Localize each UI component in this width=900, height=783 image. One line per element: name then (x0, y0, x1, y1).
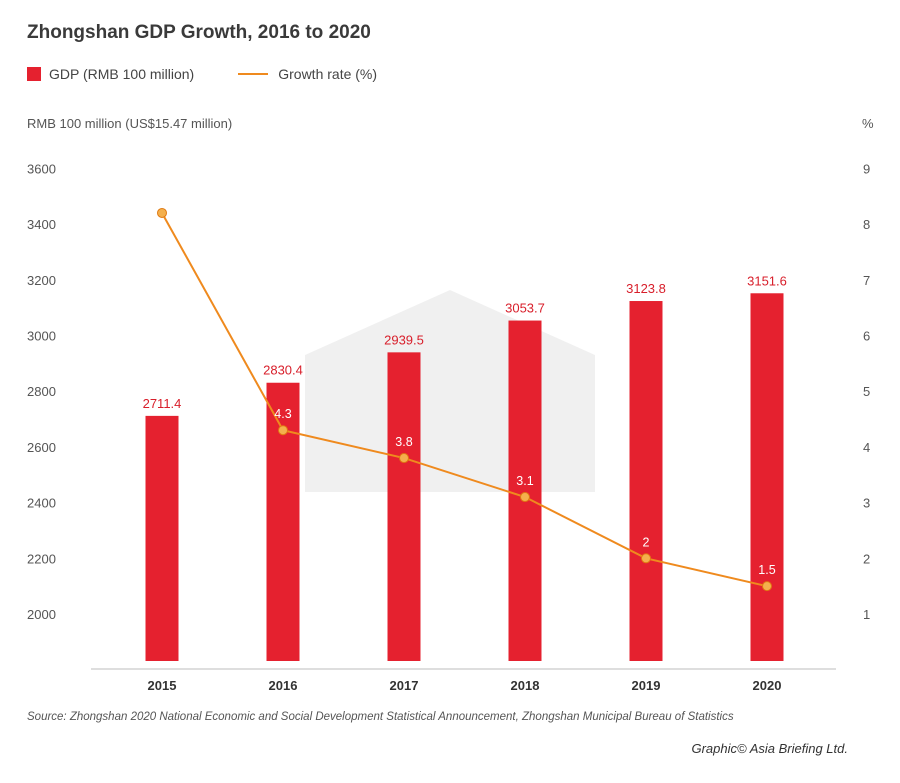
growth-point-labels: 8.2 4.3 3.8 3.1 2 1.5 (153, 190, 775, 577)
credit: Graphic© Asia Briefing Ltd. (691, 741, 848, 756)
left-axis-ticks: 2000 2200 2400 2600 2800 3000 3200 3400 3600 (27, 161, 56, 622)
bar-label-2015: 2711.4 (143, 396, 182, 411)
growth-point-2017 (399, 453, 409, 464)
bar-label-2020: 3151.6 (747, 273, 787, 288)
bar-2020 (750, 293, 784, 661)
right-axis-caption: % (862, 116, 874, 131)
bar-label-2017: 2939.5 (384, 332, 424, 347)
chart-title: Zhongshan GDP Growth, 2016 to 2020 (27, 22, 371, 43)
left-tick-label-2200: 2200 (27, 551, 56, 566)
watermark-logo (305, 290, 595, 492)
right-tick-label-8: 8 (863, 217, 870, 232)
left-tick-label-2600: 2600 (27, 440, 56, 455)
bar-2016 (266, 382, 300, 661)
bar-2017 (387, 352, 421, 661)
legend-bar-swatch (27, 67, 41, 81)
right-tick-label-7: 7 (863, 273, 870, 288)
right-tick-label-9: 9 (863, 161, 870, 176)
legend-bar-label: GDP (RMB 100 million) (49, 66, 195, 82)
right-tick-label-4: 4 (863, 440, 870, 455)
left-tick-label-3200: 3200 (27, 273, 56, 288)
x-tick-label-2020: 2020 (753, 678, 782, 693)
right-tick-label-1: 1 (863, 607, 870, 622)
x-axis-ticks: 2015 2016 2017 2018 2019 2020 (148, 678, 782, 693)
source-note: Source: Zhongshan 2020 National Economic… (27, 711, 734, 723)
growth-point-2020 (762, 581, 772, 592)
x-tick-label-2015: 2015 (148, 678, 177, 693)
x-tick-label-2019: 2019 (632, 678, 661, 693)
left-tick-label-3400: 3400 (27, 217, 56, 232)
right-tick-label-2: 2 (863, 551, 870, 566)
x-tick-label-2017: 2017 (390, 678, 419, 693)
growth-point-label-2018: 3.1 (516, 474, 533, 488)
bar-2019 (629, 301, 663, 661)
bar-label-2019: 3123.8 (626, 281, 666, 296)
growth-point-label-2019: 2 (643, 535, 650, 549)
left-tick-label-2000: 2000 (27, 607, 56, 622)
growth-point-2016 (278, 425, 288, 436)
left-axis-caption: RMB 100 million (US$15.47 million) (27, 116, 233, 131)
bar-2015 (145, 415, 179, 661)
bar-label-2016: 2830.4 (263, 363, 303, 378)
x-tick-label-2016: 2016 (269, 678, 298, 693)
bar-2018 (508, 320, 542, 661)
legend: GDP (RMB 100 million) Growth rate (%) (27, 66, 377, 82)
growth-line-path (161, 212, 768, 588)
right-tick-label-6: 6 (863, 329, 870, 344)
left-tick-label-3000: 3000 (27, 329, 56, 344)
growth-point-label-2015: 8.2 (153, 190, 170, 204)
bar-labels: 2711.4 2830.4 2939.5 3053.7 3123.8 3151.6 (143, 273, 787, 411)
bars (145, 293, 784, 661)
right-axis-ticks: 1 2 3 4 5 6 7 8 9 (863, 161, 870, 622)
left-tick-label-2800: 2800 (27, 384, 56, 399)
x-tick-label-2018: 2018 (511, 678, 540, 693)
growth-line (161, 212, 768, 588)
legend-line-swatch (238, 73, 269, 75)
left-tick-label-3600: 3600 (27, 161, 56, 176)
growth-point-2019 (641, 553, 651, 564)
bar-label-2018: 3053.7 (505, 301, 545, 316)
left-tick-label-2400: 2400 (27, 496, 56, 511)
growth-point-2015 (157, 207, 167, 218)
legend-line-label: Growth rate (%) (278, 66, 378, 82)
growth-point-label-2017: 3.8 (395, 435, 412, 449)
growth-point-label-2016: 4.3 (274, 407, 291, 421)
growth-point-2018 (520, 492, 530, 503)
growth-point-label-2020: 1.5 (758, 563, 775, 577)
right-tick-label-3: 3 (863, 496, 870, 511)
growth-points (157, 207, 772, 592)
right-tick-label-5: 5 (863, 384, 870, 399)
